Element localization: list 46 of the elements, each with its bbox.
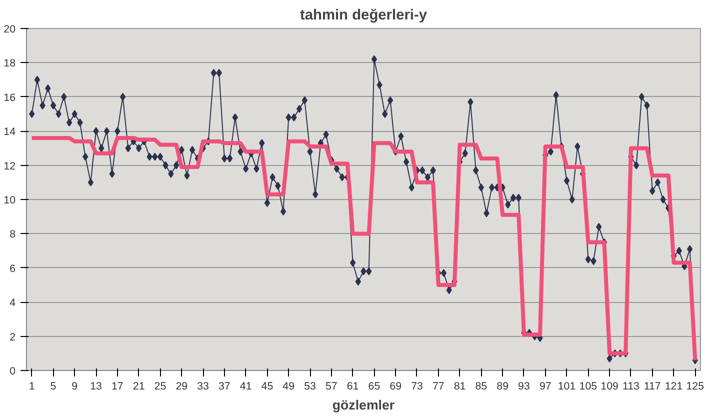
y-tick-label: 12 (4, 160, 16, 172)
x-tick-label: 53 (304, 380, 316, 392)
x-tick-label: 49 (282, 380, 295, 392)
x-tick-label: 17 (112, 380, 124, 392)
x-tick-label: 69 (390, 380, 402, 392)
x-tick-label: 61 (346, 380, 359, 392)
y-tick-label: 18 (4, 58, 16, 70)
x-tick-label: 117 (644, 380, 661, 392)
x-tick-label: 57 (325, 380, 338, 392)
y-tick-label: 20 (4, 24, 16, 36)
x-tick-label: 45 (261, 380, 274, 392)
y-tick-label: 4 (10, 297, 16, 310)
x-tick-label: 5 (50, 380, 56, 392)
x-tick-label: 13 (90, 380, 102, 392)
x-tick-label: 33 (197, 380, 210, 392)
line-series (30, 136, 698, 362)
x-tick-label: 9 (72, 380, 78, 392)
x-tick-label: 73 (411, 380, 423, 392)
x-tick-label: 101 (558, 380, 576, 392)
x-tick-label: 121 (664, 380, 683, 392)
x-tick-label: 77 (432, 380, 444, 392)
x-tick-label: 81 (454, 380, 466, 392)
x-tick-label: 21 (132, 380, 145, 392)
x-tick-label: 113 (622, 380, 640, 392)
x-tick-label: 25 (154, 380, 166, 392)
y-tick-label: 8 (10, 228, 16, 241)
x-tick-label: 29 (176, 380, 188, 392)
x-tick-label: 1 (28, 380, 35, 392)
y-tick-label: 2 (10, 331, 16, 344)
y-tick-label: 14 (4, 126, 16, 138)
chart-title: tahmin değerleri-y (300, 8, 428, 24)
x-tick-label: 65 (368, 380, 380, 392)
x-tick-label: 93 (518, 380, 530, 392)
x-tick-label: 37 (218, 380, 230, 392)
x-tick-label: 41 (240, 380, 252, 392)
y-tick-label: 16 (4, 92, 16, 104)
x-tick-label: 109 (600, 380, 619, 392)
x-axis-title: gözlemler (332, 398, 395, 412)
x-tick-label: 125 (686, 380, 704, 392)
x-tick-label: 85 (475, 380, 488, 392)
y-tick-label: 6 (10, 262, 16, 275)
y-tick-label: 10 (4, 194, 16, 206)
x-tick-label: 105 (579, 380, 598, 392)
x-tick-label: 97 (539, 380, 552, 392)
x-tick-label: 89 (496, 380, 509, 392)
y-tick-label: 0 (10, 366, 16, 378)
